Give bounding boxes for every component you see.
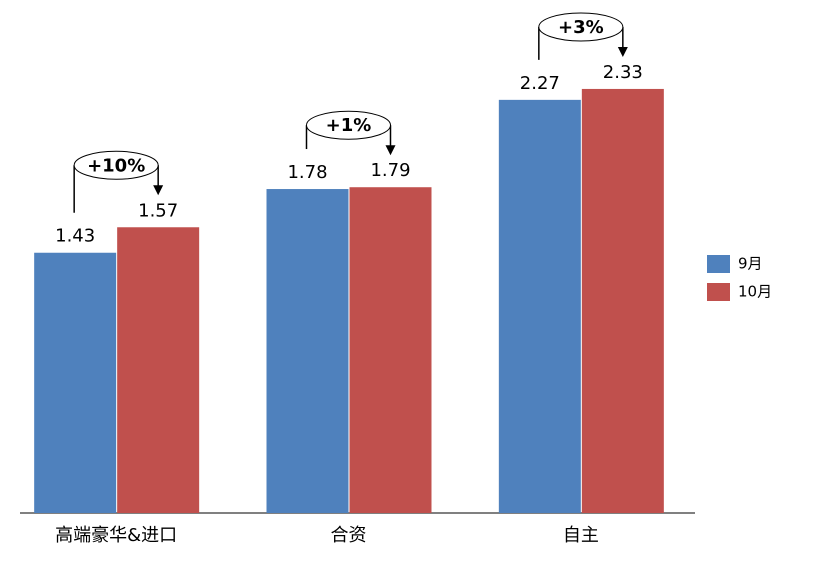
data-label: 1.43	[55, 226, 95, 247]
data-label: 1.57	[138, 200, 178, 221]
bar	[34, 252, 117, 514]
data-label: 1.78	[287, 162, 327, 183]
arrow-head	[617, 46, 628, 57]
bar	[349, 187, 432, 513]
bar	[266, 189, 349, 514]
annotation: +3%	[558, 17, 604, 38]
bar	[581, 88, 664, 513]
data-label: 2.33	[603, 62, 643, 83]
legend-swatch	[707, 255, 730, 273]
x-tick-label: 合资	[331, 525, 367, 546]
bar	[498, 99, 581, 514]
data-label: 2.27	[520, 73, 560, 94]
x-tick-label: 自主	[563, 525, 599, 546]
data-label: 1.79	[370, 160, 410, 181]
legend-swatch	[707, 283, 730, 301]
annotation: +1%	[326, 115, 372, 136]
legend-label: 10月	[738, 283, 772, 301]
arrow-head	[153, 185, 164, 196]
arrow-head	[385, 145, 396, 156]
annotation-bubble	[538, 12, 624, 42]
annotation: +10%	[87, 155, 145, 176]
annotation-bubble	[306, 110, 391, 140]
annotation-bubble	[73, 150, 159, 180]
x-tick-label: 高端豪华&进口	[55, 525, 177, 546]
bar	[117, 227, 200, 513]
legend-label: 9月	[738, 255, 763, 273]
